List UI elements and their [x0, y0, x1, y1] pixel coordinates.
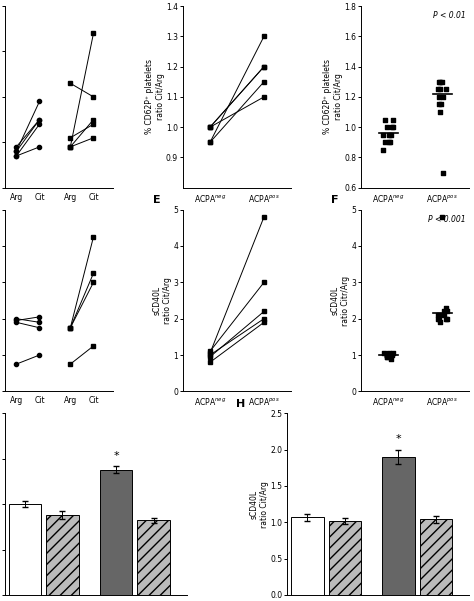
Point	[381, 115, 388, 124]
Point	[437, 85, 444, 94]
Point	[443, 314, 451, 323]
Point	[443, 314, 450, 323]
Point	[387, 350, 395, 360]
Point	[383, 350, 391, 360]
Text: H: H	[236, 398, 246, 409]
Bar	[291, 517, 324, 595]
Text: F: F	[331, 195, 338, 205]
Bar	[100, 469, 132, 595]
Point	[384, 350, 392, 360]
Bar	[137, 520, 170, 595]
Bar	[9, 504, 41, 595]
Point	[442, 85, 450, 94]
Text: P < 0.01: P < 0.01	[433, 11, 466, 20]
Point	[435, 85, 442, 94]
Bar	[419, 519, 452, 595]
Point	[387, 138, 394, 147]
Text: P < 0.001: P < 0.001	[428, 215, 466, 224]
Point	[436, 77, 444, 87]
Point	[383, 350, 391, 360]
Point	[438, 212, 446, 222]
Bar	[46, 515, 79, 595]
Point	[440, 310, 447, 320]
Point	[439, 92, 447, 102]
Text: B: B	[153, 0, 161, 1]
Point	[443, 303, 450, 313]
Y-axis label: sCD40L
ratio Cit/Arg: sCD40L ratio Cit/Arg	[249, 481, 269, 528]
Bar	[328, 521, 361, 595]
Point	[436, 107, 444, 117]
Y-axis label: % CD62P⁺ platelets
ratio Cit/Arg: % CD62P⁺ platelets ratio Cit/Arg	[145, 59, 164, 135]
Point	[379, 145, 387, 154]
Point	[385, 130, 393, 139]
Y-axis label: % CD62P⁺ platelets
ratio Cit/Arg: % CD62P⁺ platelets ratio Cit/Arg	[323, 59, 343, 135]
Point	[387, 130, 394, 139]
Point	[380, 349, 388, 358]
Text: ACPA$^{neg}$: ACPA$^{neg}$	[17, 219, 49, 230]
Point	[385, 138, 393, 147]
Point	[435, 310, 442, 320]
Text: ACPA$^{pos}$: ACPA$^{pos}$	[71, 219, 103, 230]
Y-axis label: sCD40L
ratio Cit/Arg: sCD40L ratio Cit/Arg	[153, 277, 172, 324]
Point	[443, 307, 451, 316]
Point	[434, 314, 442, 323]
Point	[388, 350, 396, 360]
Point	[384, 350, 392, 360]
Text: E: E	[153, 195, 160, 205]
Text: ACPA$^{neg}$: ACPA$^{neg}$	[17, 423, 49, 433]
Text: ACPA$^{pos}$: ACPA$^{pos}$	[71, 423, 103, 433]
Text: *: *	[113, 451, 119, 462]
Point	[387, 354, 394, 364]
Point	[435, 100, 443, 109]
Point	[436, 314, 443, 323]
Point	[437, 100, 445, 109]
Point	[435, 77, 443, 87]
Point	[440, 168, 447, 177]
Point	[383, 350, 391, 360]
Point	[390, 349, 397, 358]
Point	[383, 123, 391, 132]
Point	[383, 352, 391, 362]
Text: C: C	[331, 0, 339, 1]
Point	[436, 310, 443, 320]
Text: *: *	[396, 435, 401, 445]
Point	[386, 349, 393, 358]
Point	[388, 123, 396, 132]
Point	[381, 138, 388, 147]
Point	[440, 307, 447, 316]
Y-axis label: sCD40L
ratio Citr/Arg: sCD40L ratio Citr/Arg	[331, 275, 350, 326]
Point	[435, 92, 443, 102]
Bar	[382, 457, 415, 595]
Point	[380, 130, 387, 139]
Point	[389, 115, 397, 124]
Point	[436, 317, 444, 327]
Point	[383, 352, 391, 362]
Point	[438, 77, 445, 87]
Point	[390, 123, 397, 132]
